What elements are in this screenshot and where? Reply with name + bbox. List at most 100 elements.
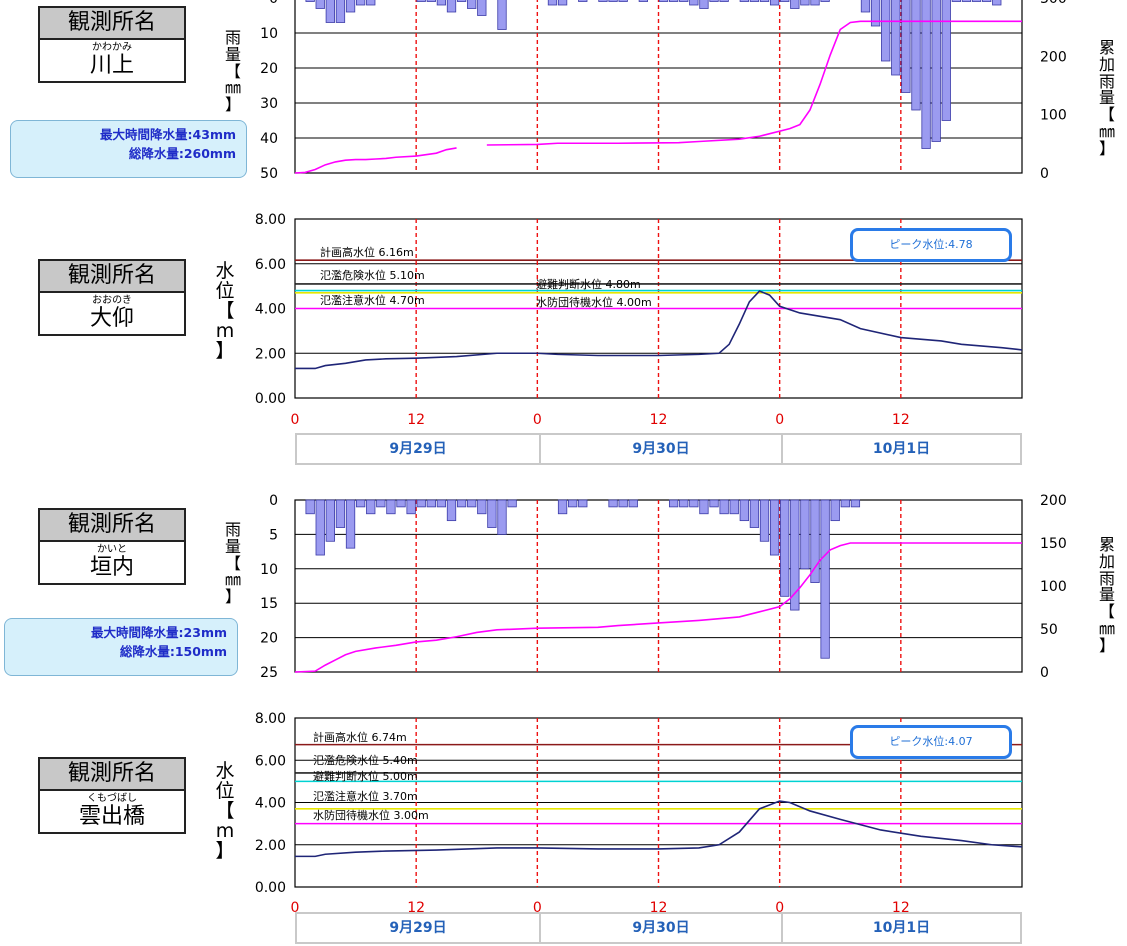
kaito-rain-bar	[608, 499, 618, 508]
hour-tick-label: 12	[892, 412, 910, 428]
kawakami-rain-bar	[335, 0, 346, 23]
kawakami-rain-bar	[769, 0, 780, 6]
hour-tick-label: 0	[533, 412, 542, 428]
station-box-onoki: 観測所名 おおのき 大仰	[38, 259, 186, 336]
kaito-rain-bar	[366, 499, 376, 515]
kaito-rain-bar	[345, 499, 356, 549]
threshold-label: 計画高水位 6.74m	[313, 730, 407, 744]
level-axis-title: 水位【m】	[215, 760, 235, 862]
hour-tick-label: 0	[775, 412, 784, 428]
kawakami-rain-bar	[790, 0, 800, 9]
kawakami-rain-bar	[759, 0, 770, 2]
left-axis-tick: 30	[260, 96, 278, 112]
left-axis-tick: 15	[260, 596, 278, 612]
hour-tick-label: 0	[533, 0, 542, 4]
right-axis-tick: 50	[1040, 622, 1058, 638]
level-axis-tick: 2.00	[255, 838, 286, 854]
kaito-rain-bar	[487, 499, 497, 528]
kaito-rain-bar	[456, 499, 467, 508]
kawakami-rain-bar	[911, 0, 921, 111]
kawakami-rain-bar	[951, 0, 962, 2]
kawakami-rain-bar	[608, 0, 618, 2]
threshold-label: 避難判断水位 5.00m	[313, 769, 418, 783]
kaito-rain-bar	[810, 499, 820, 583]
kawakami-rain-bar	[547, 0, 558, 6]
hour-tick-label: 12	[407, 0, 425, 4]
kaito-rain-bar	[467, 499, 477, 508]
threshold-label: 水防団待機水位 3.00m	[313, 808, 429, 822]
station-ruby: くもづばし	[87, 793, 137, 804]
kawakami-rain-bar	[689, 0, 699, 6]
kaito-rain-bar	[699, 499, 709, 515]
rain-right-axis-title: 累加雨量【㎜】	[1098, 535, 1115, 655]
kawakami-rain-bar	[315, 0, 325, 9]
kawakami-rain-bar	[436, 0, 447, 6]
right-axis-tick: 200	[1040, 493, 1067, 509]
left-axis-tick: 25	[260, 665, 278, 681]
date-label: 9月29日	[389, 920, 447, 936]
kawakami-rain-bar	[992, 0, 1002, 6]
date-label: 9月29日	[389, 441, 447, 457]
station-box-kaito: 観測所名 かいと 垣内	[38, 508, 186, 585]
level-axis-tick: 4.00	[255, 302, 286, 318]
right-axis-tick: 100	[1040, 579, 1067, 595]
kawakami-rain-bar	[810, 0, 820, 6]
date-label: 10月1日	[872, 920, 931, 936]
hour-tick-label: 12	[650, 412, 668, 428]
peak-level-badge: ピーク水位:4.78	[850, 228, 1012, 262]
kawakami-rain-bar	[345, 0, 356, 13]
kaito-rain-bar	[507, 499, 517, 508]
kaito-rain-bar	[396, 499, 406, 508]
kawakami-rain-bar	[497, 0, 507, 30]
kaito-rain-bar	[830, 499, 840, 522]
kaito-rain-bar	[335, 499, 346, 528]
kaito-rain-bar	[446, 499, 457, 522]
kawakami-rain-bar	[941, 0, 951, 121]
kawakami-rain-bar	[325, 0, 335, 23]
kawakami-rain-bar	[467, 0, 477, 9]
kaito-rain-bar	[739, 499, 749, 522]
kaito-rain-bar	[305, 499, 315, 515]
station-name: 大仰	[89, 306, 134, 331]
threshold-label: 避難判断水位 4.80m	[536, 277, 641, 291]
station-ruby: かわかみ	[92, 42, 132, 53]
kawakami-rain-bar	[982, 0, 992, 2]
kumozubashi-water-level-line	[295, 800, 1023, 858]
kawakami-rain-bar	[881, 0, 891, 62]
kawakami-rain-bar	[800, 0, 810, 6]
station-name: 川上	[89, 53, 134, 78]
left-axis-tick: 10	[260, 562, 278, 578]
date-bar: 9月29日 9月30日 10月1日	[295, 912, 1022, 944]
hour-tick-label: 0	[291, 900, 300, 916]
left-axis-tick: 40	[260, 131, 278, 147]
hour-tick-label: 0	[291, 412, 300, 428]
kawakami-rain-bar	[366, 0, 376, 6]
threshold-label: 氾濫危険水位 5.40m	[313, 753, 418, 767]
level-axis-tick: 6.00	[255, 257, 286, 273]
kawakami-rain-bar	[668, 0, 679, 2]
date-label: 10月1日	[872, 441, 931, 457]
right-axis-tick: 200	[1040, 49, 1067, 65]
peak-level-badge: ピーク水位:4.07	[850, 725, 1012, 759]
rain-summary-kaito: 最大時間降水量:23mm 総降水量:150mm	[4, 618, 238, 676]
station-label: 観測所名	[40, 510, 184, 542]
threshold-label: 氾濫注意水位 4.70m	[320, 293, 425, 307]
threshold-label: 氾濫危険水位 5.10m	[320, 268, 425, 282]
kawakami-rain-bar	[931, 0, 941, 142]
station-label: 観測所名	[40, 8, 184, 40]
left-axis-tick: 0	[269, 493, 278, 509]
left-axis-tick: 10	[260, 26, 278, 42]
kaito-rain-bar	[436, 499, 447, 508]
rain-left-axis-title: 雨量【㎜】	[224, 520, 241, 607]
kawakami-rain-bar	[860, 0, 871, 13]
kawakami-rain-bar	[921, 0, 931, 149]
kaito-rain-bar	[426, 499, 436, 508]
kaito-rain-bar	[416, 499, 426, 508]
kaito-rain-bar	[618, 499, 628, 508]
left-axis-tick: 5	[269, 527, 278, 543]
station-label: 観測所名	[40, 759, 184, 791]
level-axis-tick: 4.00	[255, 796, 286, 812]
kawakami-rain-bar	[971, 0, 982, 2]
max-hourly-rain: 最大時間降水量:23mm	[91, 625, 227, 640]
